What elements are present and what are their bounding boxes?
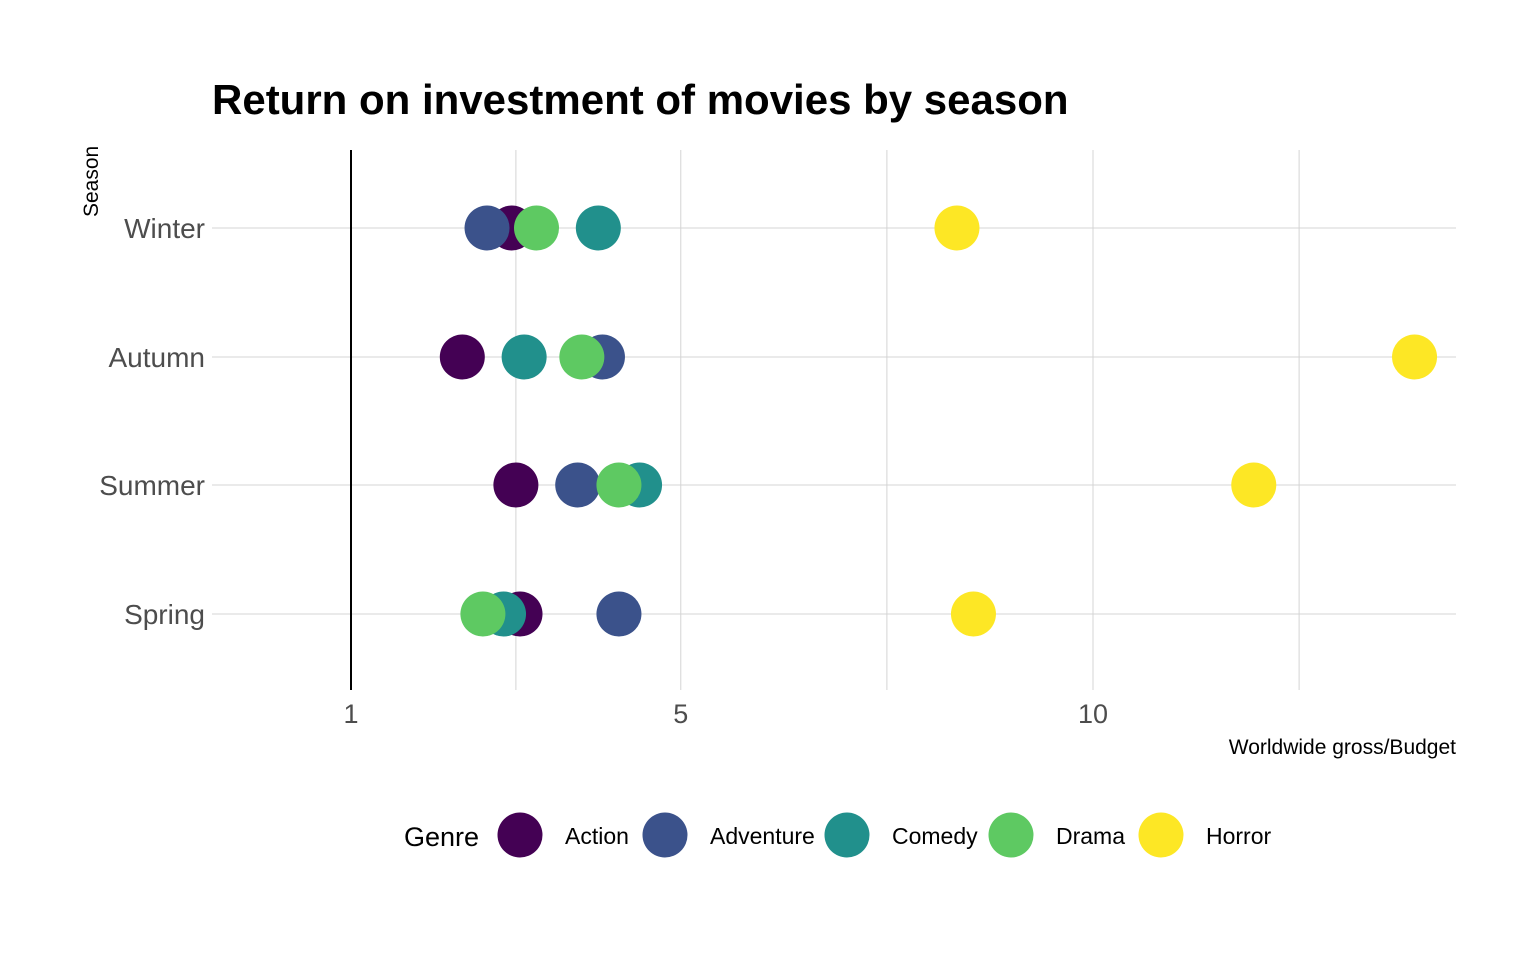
legend: Genre Action Adventure Comedy Drama Horror [404, 812, 1272, 858]
legend-key [988, 812, 1034, 858]
x-tick-label: 5 [673, 699, 688, 729]
point-drama-autumn [559, 334, 605, 380]
point-comedy-autumn [501, 334, 547, 380]
point-adventure-summer [555, 462, 601, 508]
legend-item-drama: Drama [988, 812, 1125, 858]
point-comedy-winter [575, 205, 621, 251]
grid-lines [212, 150, 1456, 690]
y-tick-label-autumn: Autumn [109, 342, 206, 373]
legend-label: Comedy [892, 823, 978, 849]
point-action-autumn [439, 334, 485, 380]
chart-title: Return on investment of movies by season [212, 76, 1069, 123]
legend-item-action: Action [497, 812, 629, 858]
point-horror-summer [1231, 462, 1277, 508]
y-axis-ticks: Spring Summer Autumn Winter [99, 213, 205, 630]
point-drama-winter [514, 205, 559, 251]
point-action-summer [493, 462, 539, 508]
x-tick-label: 10 [1078, 699, 1108, 729]
legend-key [824, 812, 870, 858]
legend-label: Drama [1056, 823, 1125, 849]
legend-label: Horror [1206, 823, 1272, 849]
legend-item-adventure: Adventure [642, 812, 815, 858]
point-horror-winter [934, 205, 980, 251]
legend-key [497, 812, 543, 858]
point-horror-autumn [1392, 334, 1438, 380]
legend-item-horror: Horror [1138, 812, 1272, 858]
point-horror-spring [950, 591, 996, 637]
y-tick-label-summer: Summer [99, 470, 205, 501]
x-axis-ticks: 1 5 10 [343, 699, 1108, 729]
legend-key [1138, 812, 1184, 858]
data-points [439, 205, 1438, 637]
y-tick-label-spring: Spring [124, 599, 205, 630]
legend-title: Genre [404, 822, 479, 852]
point-drama-summer [596, 462, 642, 508]
legend-label: Action [565, 823, 629, 849]
legend-label: Adventure [710, 823, 815, 849]
legend-key [642, 812, 688, 858]
y-axis-title: Season [80, 146, 103, 217]
point-adventure-spring [596, 591, 642, 637]
legend-item-comedy: Comedy [824, 812, 978, 858]
x-axis-title: Worldwide gross/Budget [1229, 736, 1456, 759]
point-adventure-winter [464, 205, 510, 251]
point-drama-spring [460, 591, 506, 637]
x-tick-label: 1 [343, 699, 358, 729]
y-tick-label-winter: Winter [124, 213, 205, 244]
